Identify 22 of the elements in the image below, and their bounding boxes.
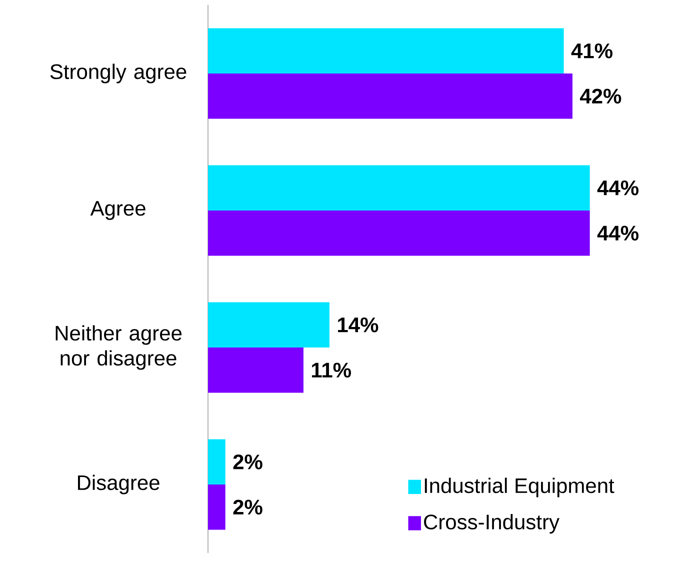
legend-label: Cross-Industry <box>424 514 560 534</box>
data-label: 2% <box>233 454 262 470</box>
y-tick-label: Disagree <box>78 474 160 494</box>
bar <box>208 210 590 256</box>
data-label: 42% <box>580 88 622 104</box>
legend-label: Industrial Equipment <box>424 478 614 498</box>
y-tick-label: Strongly agree <box>50 64 186 84</box>
bar <box>208 348 304 393</box>
bar <box>208 74 572 119</box>
data-label: 44% <box>597 226 638 241</box>
bar <box>208 302 330 348</box>
data-label: 41% <box>571 44 612 58</box>
bar <box>208 165 590 211</box>
y-tick-label: Agree <box>90 201 146 220</box>
data-label: 14% <box>338 318 378 332</box>
bar <box>208 484 226 530</box>
data-label: 44% <box>597 180 638 196</box>
bar <box>208 28 564 74</box>
bar <box>208 439 226 485</box>
data-label: 2% <box>233 500 262 515</box>
y-tick-label: Neither agree nor disagree <box>56 325 182 370</box>
data-label: 11% <box>312 362 351 378</box>
